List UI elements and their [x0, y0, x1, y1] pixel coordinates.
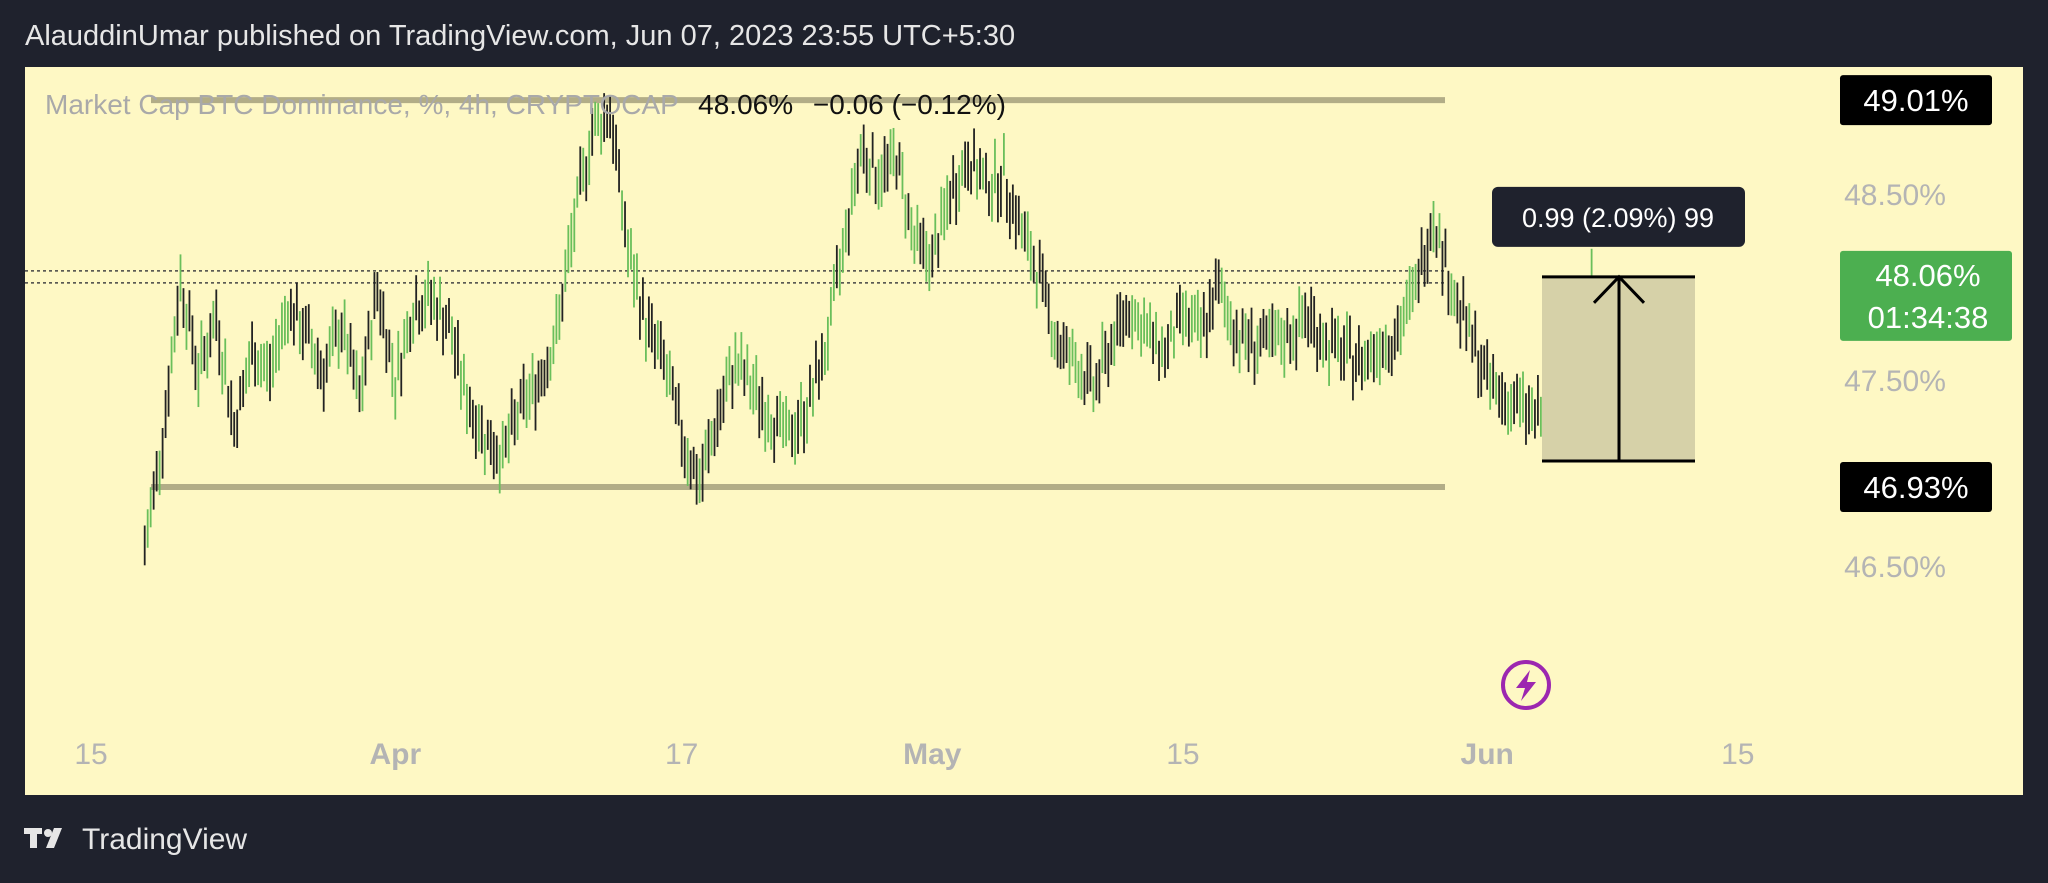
x-tick-label: 15: [1166, 738, 1199, 771]
price-chart[interactable]: 49.50%48.50%47.50%46.50%%15Apr17May15Jun…: [25, 67, 2023, 795]
x-tick-label: Jun: [1461, 738, 1514, 771]
level-price-badge: [1840, 462, 1992, 513]
y-tick-label: 47.50%: [1844, 365, 1946, 398]
publisher-line: AlauddinUmar published on TradingView.co…: [25, 20, 1016, 52]
x-tick-label: 15: [74, 738, 107, 771]
bar-countdown-label: 01:34:38: [1868, 300, 1989, 335]
last-price-badge: [1840, 250, 2012, 341]
symbol-title: Market Cap BTC Dominance, %, 4h, CRYPTOC…: [45, 89, 679, 120]
chart-panel[interactable]: 49.50%48.50%47.50%46.50%%15Apr17May15Jun…: [25, 67, 2023, 795]
x-tick-label: Apr: [369, 738, 421, 771]
event-lightning-icon[interactable]: [1501, 660, 1551, 710]
brand-name: TradingView: [82, 823, 248, 856]
x-tick-label: May: [903, 738, 962, 771]
tradingview-logo-icon: [24, 828, 62, 848]
chart-legend: Market Cap BTC Dominance, %, 4h, CRYPTOC…: [45, 89, 1006, 121]
measure-tooltip-label: 0.99 (2.09%) 99: [1522, 203, 1714, 233]
legend-value: 48.06%: [698, 89, 794, 120]
measure-arrow-head: [1592, 274, 1646, 304]
last-price-label: 48.06%: [1875, 258, 1980, 293]
x-tick-label: 15: [1721, 738, 1754, 771]
event-lightning-glyph: [1516, 670, 1536, 701]
level-price-badge: [1840, 75, 1992, 126]
x-tick-label: 17: [665, 738, 698, 771]
y-tick-label: 46.50%: [1844, 551, 1946, 584]
level-price-label: 49.01%: [1863, 83, 1968, 118]
tradingview-brand[interactable]: TradingView: [24, 823, 247, 857]
measure-tooltip: [1492, 186, 1745, 247]
y-tick-label: 48.50%: [1844, 179, 1946, 212]
level-price-label: 46.93%: [1863, 470, 1968, 505]
legend-change: −0.06 (−0.12%): [812, 89, 1006, 120]
